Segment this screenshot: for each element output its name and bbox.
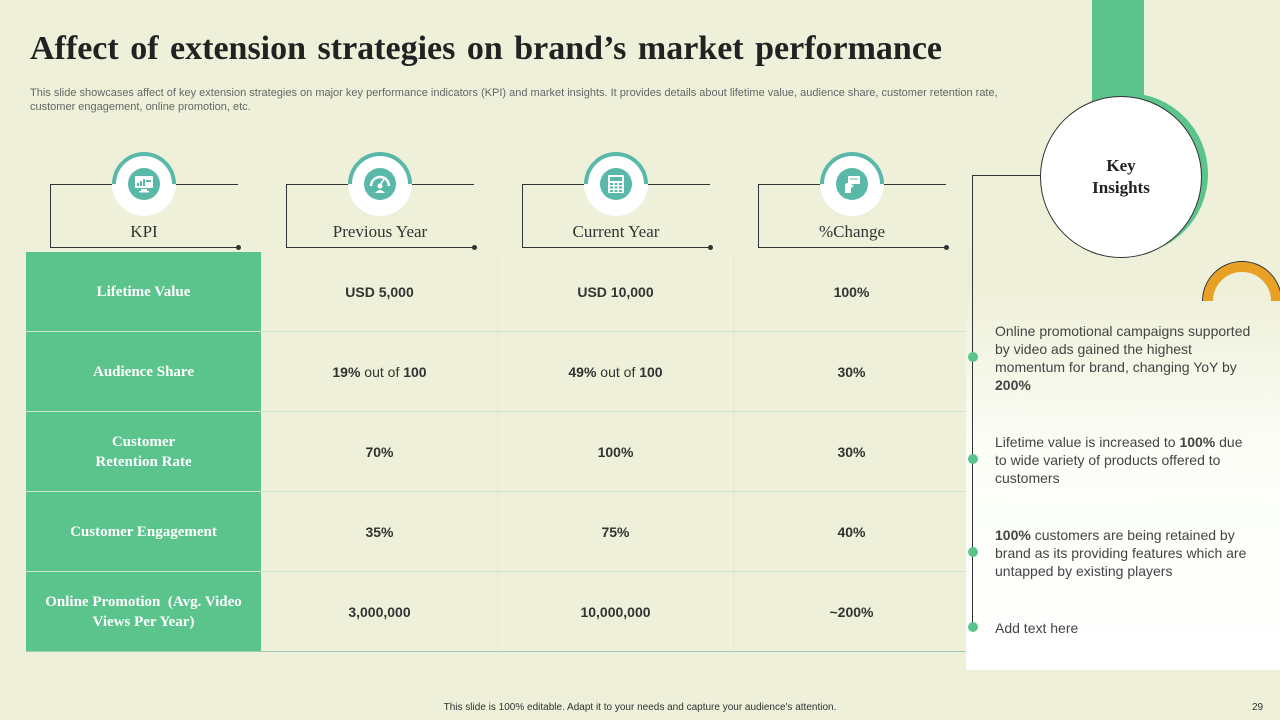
change-value: 30% xyxy=(734,412,970,491)
value-part: 100 xyxy=(403,363,427,380)
column-header-kpi: KPI xyxy=(26,138,262,250)
kpi-label: Lifetime Value xyxy=(26,252,262,331)
column-label-current-year: Current Year xyxy=(572,222,660,241)
kpi-table: Lifetime Value USD 5,000 USD 10,000 100%… xyxy=(26,252,970,652)
bullet-dot xyxy=(968,547,978,557)
kpi-label-line: Retention Rate xyxy=(95,453,192,470)
insight-text: due to wide variety of products offered … xyxy=(995,434,1243,486)
change-value: 40% xyxy=(734,492,970,571)
kpi-label-line: Views Per Year) xyxy=(92,613,195,630)
page-title: Affect of extension strategies on brand’… xyxy=(30,30,943,67)
value-part: 19% xyxy=(332,363,361,380)
table-row: Customer Retention Rate 70% 100% 30% xyxy=(26,412,970,492)
column-label-change: %Change xyxy=(818,222,886,241)
previous-year-value: USD 5,000 xyxy=(262,252,498,331)
insight-highlight: 100% xyxy=(1179,434,1216,450)
insight-item: Lifetime value is increased to 100% due … xyxy=(995,433,1255,487)
previous-year-value: 19% out of 100 xyxy=(262,332,498,411)
insight-text: Online promotional campaigns supported b… xyxy=(995,323,1251,375)
insights-panel xyxy=(966,290,1280,670)
column-label-previous-year: Previous Year xyxy=(332,222,428,241)
table-row: Online Promotion (Avg. Video Views Per Ye… xyxy=(26,572,970,652)
value-part: 49% xyxy=(568,363,597,380)
value-part: out of xyxy=(360,363,404,380)
kpi-label: Audience Share xyxy=(26,332,262,411)
calculator-document-icon xyxy=(592,160,640,208)
current-year-value: 10,000,000 xyxy=(498,572,734,651)
previous-year-value: 35% xyxy=(262,492,498,571)
key-insights-heading: Key Insights xyxy=(1040,96,1202,258)
bullet-dot xyxy=(968,352,978,362)
dashboard-monitor-icon xyxy=(120,160,168,208)
bullet-dot xyxy=(968,454,978,464)
change-value: 100% xyxy=(734,252,970,331)
previous-year-value: 70% xyxy=(262,412,498,491)
page-number: 29 xyxy=(1252,702,1264,713)
kpi-label: Online Promotion (Avg. Video Views Per Ye… xyxy=(26,572,262,651)
insight-text: Add text here xyxy=(995,620,1079,636)
insights-connector-line xyxy=(972,175,973,629)
insight-text: customers are being retained by brand as… xyxy=(995,527,1247,579)
insights-connector-line xyxy=(972,175,1042,176)
change-value: 30% xyxy=(734,332,970,411)
current-year-value: 100% xyxy=(498,412,734,491)
current-year-value: 75% xyxy=(498,492,734,571)
current-year-value: 49% out of 100 xyxy=(498,332,734,411)
top-decor-bar xyxy=(1092,0,1144,110)
insight-item: 100% customers are being retained by bra… xyxy=(995,526,1255,580)
insight-highlight: 200% xyxy=(995,377,1031,393)
bullet-dot xyxy=(968,622,978,632)
insight-item: Add text here xyxy=(995,619,1255,637)
table-row: Lifetime Value USD 5,000 USD 10,000 100% xyxy=(26,252,970,332)
hand-card-icon xyxy=(828,160,876,208)
change-value: ~200% xyxy=(734,572,970,651)
footer-note: This slide is 100% editable. Adapt it to… xyxy=(443,702,837,713)
table-row: Customer Engagement 35% 75% 40% xyxy=(26,492,970,572)
speedometer-user-icon xyxy=(356,160,404,208)
heading-line: Insights xyxy=(1092,178,1150,197)
table-row: Audience Share 19% out of 100 49% out of… xyxy=(26,332,970,412)
column-header-current-year: Current Year xyxy=(498,138,734,250)
kpi-label: Customer Retention Rate xyxy=(26,412,262,491)
kpi-label-line: Customer xyxy=(111,433,176,450)
current-year-value: USD 10,000 xyxy=(498,252,734,331)
value-part: 100 xyxy=(639,363,663,380)
kpi-label-line: Online Promotion (Avg. Video xyxy=(45,593,242,610)
previous-year-value: 3,000,000 xyxy=(262,572,498,651)
insight-item: Online promotional campaigns supported b… xyxy=(995,322,1255,394)
column-label-kpi: KPI xyxy=(130,222,158,241)
page-subtitle: This slide showcases affect of key exten… xyxy=(30,87,998,113)
column-header-change: %Change xyxy=(734,138,970,250)
column-header-previous-year: Previous Year xyxy=(262,138,498,250)
heading-line: Key xyxy=(1106,156,1136,175)
value-part: out of xyxy=(596,363,640,380)
kpi-label: Customer Engagement xyxy=(26,492,262,571)
insight-highlight: 100% xyxy=(995,527,1031,543)
insight-text: Lifetime value is increased to xyxy=(995,434,1180,450)
